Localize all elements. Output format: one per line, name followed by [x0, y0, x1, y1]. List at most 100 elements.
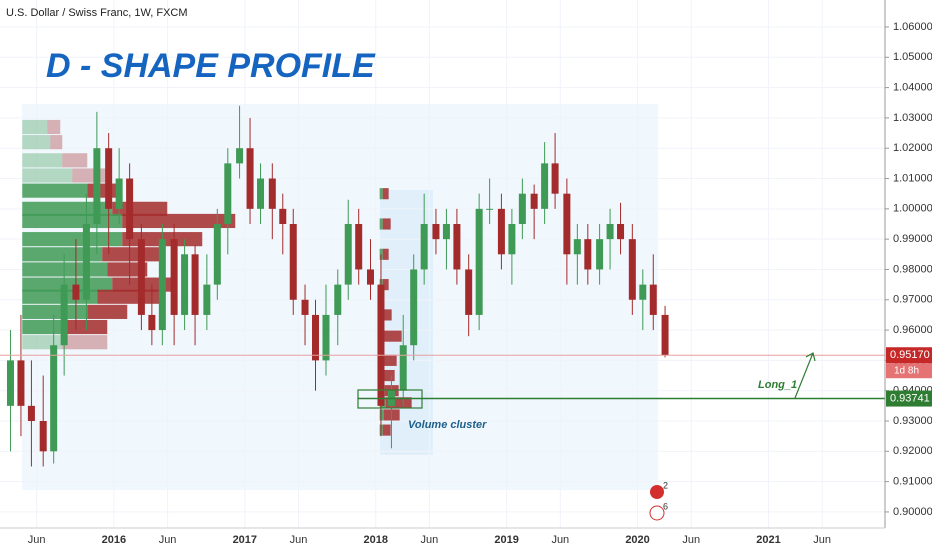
annotation: Long_1 — [758, 379, 797, 391]
candle-body — [497, 208, 505, 255]
candle-body — [606, 223, 614, 240]
profile-up — [22, 247, 103, 262]
candle-body — [420, 223, 428, 270]
candle-body — [203, 284, 211, 315]
profile-down — [382, 369, 395, 382]
candle-body — [257, 178, 265, 209]
event-count: 6 — [663, 501, 668, 511]
candle-body — [530, 193, 538, 209]
x-tick-label: 2018 — [363, 534, 387, 546]
candle-body — [475, 208, 483, 315]
candle-body — [279, 208, 287, 224]
candle-body — [399, 345, 407, 391]
y-tick-label: 1.05000 — [893, 51, 932, 63]
x-tick-label: 2021 — [756, 534, 780, 546]
candle-body — [137, 239, 145, 315]
candle-body — [639, 284, 647, 300]
last-price-label: 0.95170 — [890, 349, 930, 361]
profile-up — [22, 213, 123, 229]
candle-body — [563, 193, 571, 255]
candle-body — [268, 178, 276, 209]
candle-body — [661, 314, 669, 356]
candle-body — [453, 223, 461, 270]
candle-body — [301, 299, 309, 315]
x-tick-label: Jun — [682, 534, 700, 546]
candle-body — [442, 223, 450, 240]
profile-down — [381, 330, 402, 342]
candle-body — [432, 223, 440, 240]
x-tick-label: 2020 — [625, 534, 649, 546]
profile-down — [87, 304, 128, 319]
x-tick-label: 2016 — [102, 534, 126, 546]
x-tick-label: Jun — [28, 534, 46, 546]
candle-body — [628, 239, 636, 300]
candle-body — [115, 178, 123, 209]
candle-body — [6, 360, 14, 406]
candle-body — [93, 148, 101, 224]
countdown-label: 1d 8h — [894, 365, 919, 376]
profile-down — [385, 397, 412, 409]
profile-down — [382, 279, 389, 291]
candle-body — [334, 284, 342, 315]
candle-body — [72, 284, 80, 300]
profile-down — [67, 319, 108, 335]
candle-body — [322, 314, 330, 361]
event-icon[interactable] — [649, 505, 665, 521]
y-tick-label: 1.04000 — [893, 82, 932, 94]
profile-down — [382, 218, 391, 230]
x-tick-label: Jun — [159, 534, 177, 546]
candle-body — [246, 148, 254, 209]
candle-body — [508, 223, 516, 255]
candle-body — [551, 163, 559, 194]
profile-down — [107, 262, 148, 277]
candle-body — [158, 239, 166, 331]
candle-body — [465, 269, 473, 315]
candle-body — [518, 193, 526, 224]
y-tick-label: 1.00000 — [893, 203, 932, 215]
y-tick-label: 0.90000 — [893, 506, 932, 518]
candle-body — [213, 223, 221, 285]
profile-down — [47, 119, 61, 135]
profile-down — [122, 213, 236, 229]
long-arrow — [794, 352, 814, 399]
profile-down — [112, 201, 168, 216]
level-box — [886, 390, 932, 407]
candle-body — [17, 360, 25, 406]
candle-body — [191, 254, 199, 315]
profile-down — [62, 153, 88, 168]
y-tick-label: 1.01000 — [893, 172, 932, 184]
x-tick-label: Jun — [813, 534, 831, 546]
profile-up — [379, 218, 383, 230]
profile-down — [382, 248, 389, 260]
y-tick-label: 1.02000 — [893, 142, 932, 154]
y-tick-label: 1.06000 — [893, 21, 932, 33]
x-tick-label: Jun — [421, 534, 439, 546]
y-tick-label: 0.91000 — [893, 476, 932, 488]
candle-body — [27, 405, 35, 422]
last-price-box — [886, 347, 932, 364]
candle-body — [596, 239, 604, 270]
candle-body — [410, 269, 418, 346]
y-tick-label: 0.92000 — [893, 445, 932, 457]
candle-body — [366, 269, 374, 285]
profile-down — [382, 424, 391, 436]
profile-down — [62, 335, 108, 350]
chart-title: D - SHAPE PROFILE — [46, 47, 376, 85]
profile-up — [22, 153, 63, 168]
profile-down — [381, 309, 392, 321]
overlay: 0.95170 1d 8h 0.93741 — [0, 347, 932, 407]
candle-body — [181, 254, 189, 315]
candle-body — [584, 239, 592, 270]
profile-down — [87, 183, 118, 198]
candle-body — [60, 284, 68, 346]
candle-body — [170, 239, 178, 315]
cluster-box — [357, 389, 423, 409]
annotation: Volume cluster — [408, 419, 487, 431]
event-icon[interactable] — [650, 485, 664, 499]
candle-body — [617, 223, 625, 240]
profile-up — [22, 119, 48, 135]
profile-up — [22, 304, 88, 319]
profile-up — [22, 232, 123, 247]
profile-up — [22, 201, 113, 216]
